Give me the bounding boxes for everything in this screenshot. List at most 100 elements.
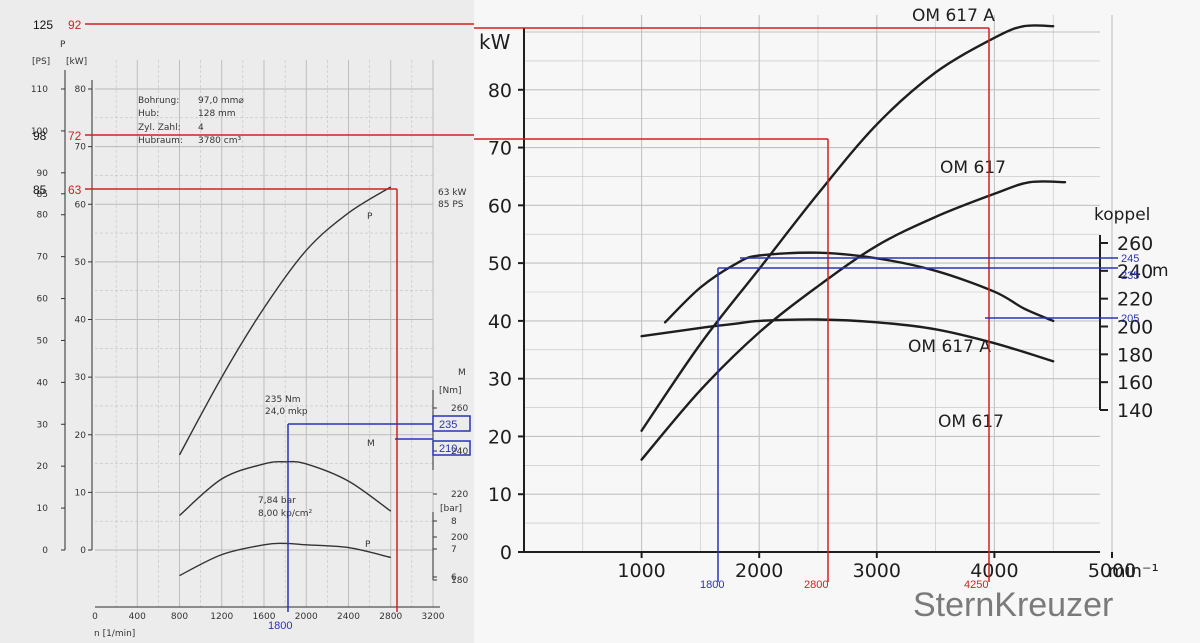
right-torque-ticks: 260 240 220 200 180 160 140 — [1100, 233, 1153, 422]
left-torque-tick-label: 240 — [451, 447, 468, 457]
red-ps-85: 85 — [33, 183, 47, 197]
left-blue-labels: 235 210 1800 — [268, 419, 457, 632]
right-torque-tick-label: 240 — [1117, 261, 1153, 283]
right-x-tick-label: 1000 — [617, 560, 665, 582]
max-pressure-bar: 7,84 bar — [258, 496, 296, 506]
right-y-tick-label: 20 — [488, 426, 512, 448]
left-blue-overlay — [287, 415, 471, 612]
left-kw-tick-label: 60 — [75, 200, 87, 210]
left-ps-tick-label: 70 — [37, 253, 49, 263]
spec-label-stroke: Hub: — [138, 109, 159, 119]
right-y-tick-label: 40 — [488, 311, 512, 333]
right-curve-om617-torque — [640, 318, 1055, 363]
right-x-tick-label: 3000 — [853, 560, 901, 582]
left-ps-tick-label: 40 — [37, 378, 49, 388]
red-kw-72: 72 — [68, 129, 82, 143]
left-x-tick-label: 800 — [171, 612, 188, 622]
left-bar-tick-label: 6 — [451, 573, 457, 583]
left-ps-tick-label: 100 — [31, 127, 48, 137]
left-kw-tick-label: 30 — [75, 373, 87, 383]
left-kw-tick-label: 20 — [75, 431, 87, 441]
left-x-tick-label: 400 — [129, 612, 146, 622]
left-bar-unit: [bar] — [440, 504, 462, 514]
left-ps-tick-label: 0 — [42, 546, 48, 556]
left-ps-tick-label: 20 — [37, 462, 49, 472]
left-panel-bg — [0, 0, 474, 643]
right-curve-om617a-torque — [663, 251, 1055, 324]
spec-value-stroke: 128 mm — [198, 109, 236, 119]
left-kw-tick-label: 10 — [75, 488, 87, 498]
red-rpm-4250-right: 4250 — [964, 579, 988, 591]
left-bar-tick-label: 7 — [451, 545, 457, 555]
red-rpm-2800-right: 2800 — [804, 579, 828, 591]
right-torque-tick-label: 160 — [1117, 372, 1153, 394]
blue-torque-210: 210 — [439, 443, 457, 455]
red-kw-92: 92 — [68, 18, 82, 32]
label-om617a-power: OM 617 A — [912, 6, 995, 26]
left-kw-tick-label: 80 — [75, 85, 87, 95]
right-x-tick-label: 5000 — [1088, 560, 1136, 582]
right-blue-overlay — [717, 257, 1118, 582]
left-pressure-curve-label: P — [365, 540, 371, 550]
right-x-unit: min⁻¹ — [1108, 561, 1159, 582]
right-y-tick-label: 80 — [488, 80, 512, 102]
right-x-tick-label: 4000 — [970, 560, 1018, 582]
left-x-tick-label: 0 — [92, 612, 98, 622]
right-x-ticks: 1000 2000 3000 4000 5000 — [617, 552, 1136, 582]
max-power-kw: 63 kW — [438, 188, 467, 198]
left-torque-ticks: 260 240 220 200 180 — [433, 404, 468, 586]
left-torque-tick-label: 180 — [451, 576, 468, 586]
left-power-curve-label: P — [367, 212, 373, 222]
left-ps-tick-label: 80 — [37, 211, 49, 221]
left-kw-ticks: 80 70 60 50 40 30 20 10 0 — [75, 85, 92, 556]
watermark: SternKreuzer — [913, 586, 1113, 624]
spec-value-displacement: 3780 cm³ — [198, 136, 241, 146]
right-y-label: kW — [479, 30, 511, 54]
left-kw-tick-label: 0 — [80, 546, 86, 556]
spec-label-displacement: Hubraum: — [138, 136, 183, 146]
left-ps-tick-label: 60 — [37, 295, 49, 305]
left-curve-torque — [179, 460, 392, 517]
max-power-ps: 85 PS — [438, 200, 464, 210]
left-x-tick-label: 2400 — [337, 612, 360, 622]
left-kw-unit: [kW] — [66, 57, 87, 67]
right-torque-tick-label: 200 — [1117, 317, 1153, 339]
left-ps-tick-label: 10 — [37, 504, 49, 514]
right-torque-tick-label: 260 — [1117, 233, 1153, 255]
left-ps-tick-label: 110 — [31, 85, 48, 95]
left-curves — [178, 186, 392, 577]
right-y-tick-label: 70 — [488, 138, 512, 160]
left-torque-tick-label: 220 — [451, 490, 468, 500]
left-ps-unit: [PS] — [32, 57, 50, 67]
left-curve-power — [178, 186, 392, 456]
spec-label-bore: Bohrung: — [138, 96, 179, 106]
right-y-tick-label: 50 — [488, 253, 512, 275]
blue-torque-245: 245 — [1121, 253, 1139, 265]
left-x-tick-label: 1200 — [210, 612, 233, 622]
left-x-label: n [1/min] — [94, 629, 135, 639]
left-torque-tick-label: 260 — [451, 404, 468, 414]
right-torque-tick-label: 180 — [1117, 344, 1153, 366]
blue-rpm-1800-left: 1800 — [268, 620, 292, 632]
left-red-labels: 125 92 98 72 85 63 — [33, 18, 82, 197]
right-torque-tick-label: 140 — [1117, 400, 1153, 422]
engine-specs: Bohrung: 97,0 mm⌀ Hub: 128 mm Zyl. Zahl:… — [138, 96, 244, 146]
left-x-tick-label: 2800 — [379, 612, 402, 622]
left-bar-tick-label: 8 — [451, 517, 457, 527]
right-curves — [640, 24, 1067, 461]
right-y-tick-label: 60 — [488, 195, 512, 217]
max-pressure-kpcm: 8,00 kp/cm² — [258, 509, 313, 519]
left-ps-tick-label: 85 — [37, 190, 48, 200]
max-torque-nm: 235 Nm — [265, 395, 301, 405]
right-red-labels: 2800 4250 — [804, 579, 988, 591]
right-grid — [524, 15, 1113, 552]
right-curve-labels: OM 617 A OM 617 OM 617 A OM 617 — [908, 6, 1006, 432]
right-torque-tick-label: 220 — [1117, 289, 1153, 311]
max-torque-mkp: 24,0 mkp — [265, 407, 308, 417]
blue-rpm-1800-right: 1800 — [700, 579, 724, 591]
right-x-tick-label: 2000 — [735, 560, 783, 582]
left-power-axis-head: P — [60, 40, 66, 50]
left-x-tick-label: 1600 — [253, 612, 276, 622]
spec-value-bore: 97,0 mm⌀ — [198, 96, 244, 106]
